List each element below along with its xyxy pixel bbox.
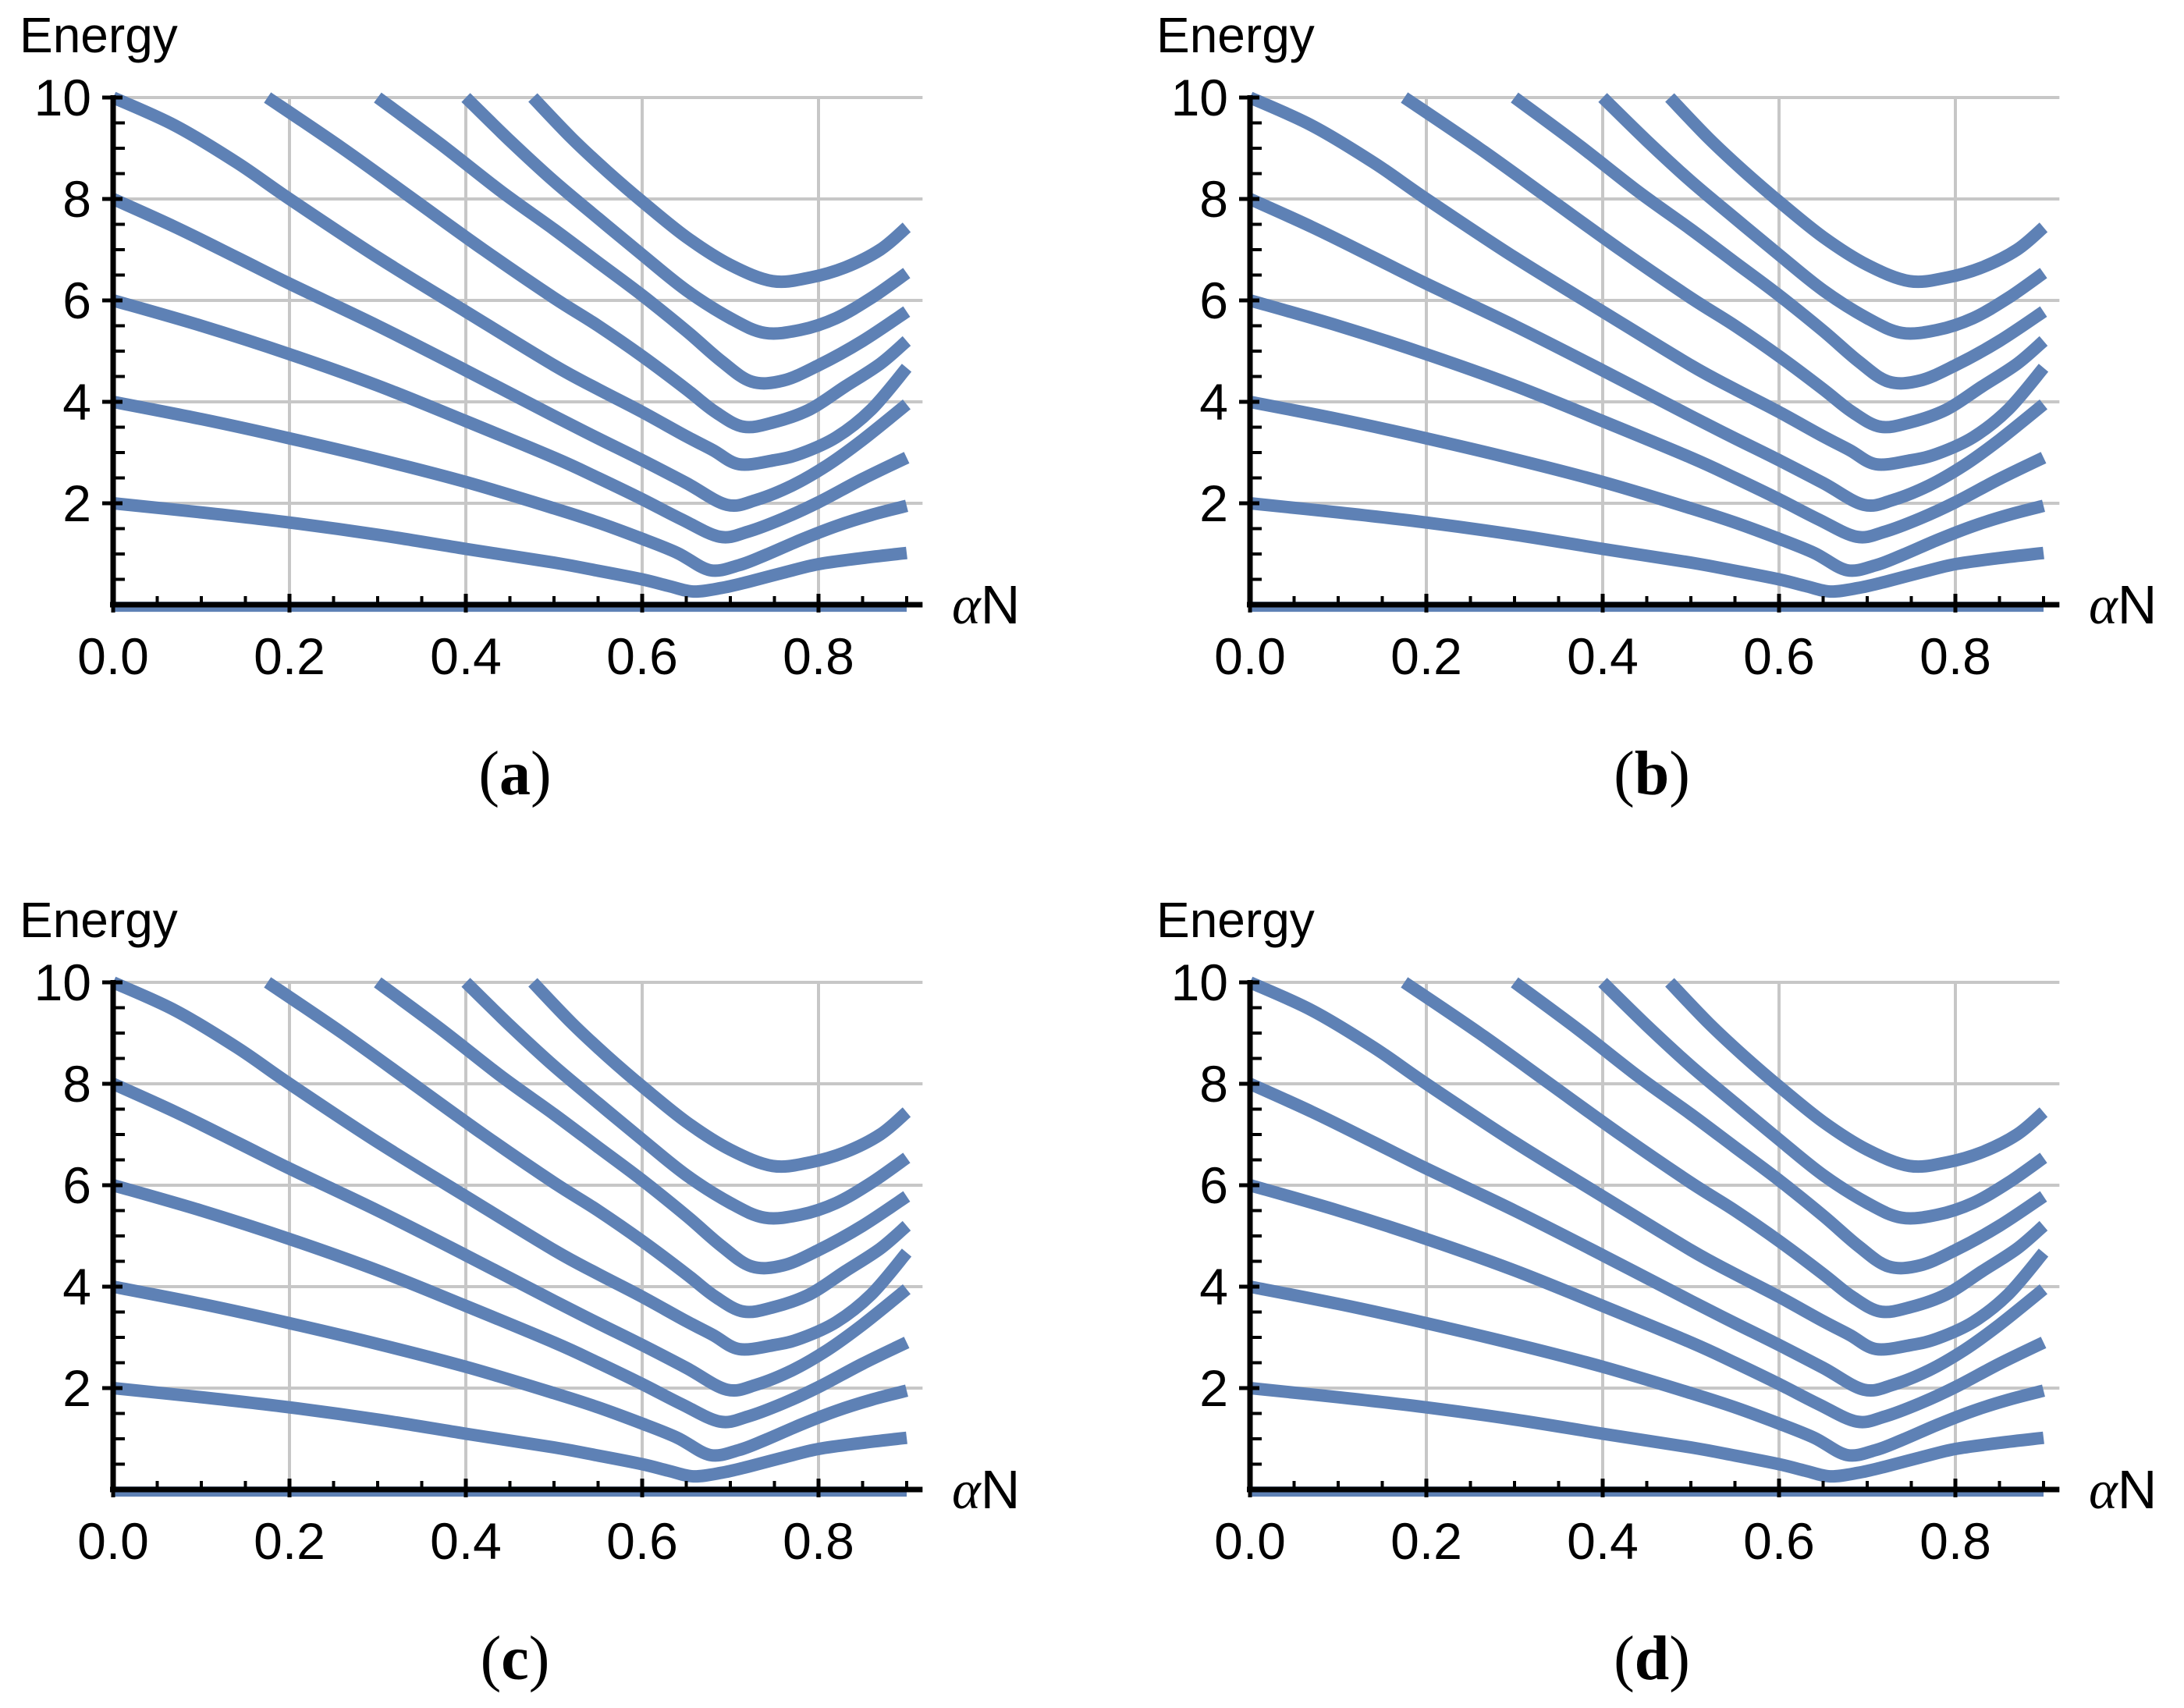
y-tick-label: 10 [1170, 69, 1228, 126]
alpha-symbol: α [2089, 1461, 2118, 1521]
panel-caption: (d) [1614, 1625, 1690, 1693]
y-tick-label: 2 [1199, 1359, 1228, 1417]
x-tick-label: 0.4 [430, 627, 502, 685]
x-tick-label: 0.2 [1390, 627, 1462, 685]
x-tick-label: 0.2 [254, 627, 325, 685]
panel-c: Energy 10 8 6 4 2 0.0 0.2 0.4 0.6 0.8 αN… [12, 881, 1049, 1708]
panel-b: Energy 10 8 6 4 2 0.0 0.2 0.4 0.6 0.8 αN… [1149, 0, 2184, 823]
y-axis-title: Energy [20, 892, 178, 948]
energy-spectrum-plot-d [1239, 976, 2060, 1497]
panel-caption: (a) [478, 740, 552, 808]
panel-d: Energy 10 8 6 4 2 0.0 0.2 0.4 0.6 0.8 αN… [1149, 881, 2184, 1708]
x-tick-label: 0.8 [783, 1512, 854, 1570]
panel-a: Energy 10 8 6 4 2 0.0 0.2 0.4 0.6 0.8 αN… [12, 0, 1049, 823]
y-tick-label: 8 [62, 170, 91, 228]
x-axis-title: αN [952, 1447, 1020, 1532]
y-tick-label: 8 [1199, 1055, 1228, 1113]
energy-spectrum-plot-c [102, 976, 923, 1497]
y-tick-label: 2 [62, 474, 91, 532]
panel-caption: (b) [1614, 740, 1690, 808]
alpha-symbol: α [2089, 576, 2118, 636]
x-tick-label: 0.2 [254, 1512, 325, 1570]
n-symbol: N [980, 574, 1021, 635]
x-tick-label: 0.0 [1214, 1512, 1286, 1570]
y-axis-title: Energy [1156, 7, 1315, 63]
x-tick-label: 0.6 [606, 627, 678, 685]
x-tick-label: 0.4 [1567, 627, 1639, 685]
x-tick-label: 0.6 [1743, 1512, 1815, 1570]
x-tick-label: 0.6 [606, 1512, 678, 1570]
y-tick-label: 2 [62, 1359, 91, 1417]
y-tick-label: 4 [62, 373, 91, 431]
y-tick-label: 8 [1199, 170, 1228, 228]
x-tick-label: 0.8 [1919, 627, 1991, 685]
alpha-symbol: α [952, 576, 981, 636]
n-symbol: N [980, 1459, 1021, 1520]
x-tick-label: 0.6 [1743, 627, 1815, 685]
x-tick-label: 0.8 [783, 627, 854, 685]
y-tick-label: 10 [34, 953, 91, 1011]
alpha-symbol: α [952, 1461, 981, 1521]
y-axis-title: Energy [1156, 892, 1315, 948]
y-tick-label: 4 [62, 1258, 91, 1316]
x-tick-label: 0.0 [1214, 627, 1286, 685]
x-axis-title: αN [952, 562, 1020, 648]
x-tick-label: 0.4 [430, 1512, 502, 1570]
panel-caption: (c) [480, 1625, 550, 1693]
energy-spectrum-plot-b [1239, 91, 2060, 613]
y-tick-label: 10 [34, 69, 91, 126]
y-tick-label: 6 [62, 1156, 91, 1214]
x-tick-label: 0.4 [1567, 1512, 1639, 1570]
y-tick-label: 8 [62, 1055, 91, 1113]
y-tick-label: 10 [1170, 953, 1228, 1011]
y-tick-label: 6 [1199, 272, 1228, 329]
x-tick-label: 0.2 [1390, 1512, 1462, 1570]
y-tick-label: 4 [1199, 1258, 1228, 1316]
n-symbol: N [2117, 1459, 2157, 1520]
y-axis-title: Energy [20, 7, 178, 63]
energy-spectrum-plot-a [102, 91, 923, 613]
x-axis-title: αN [2089, 562, 2157, 648]
y-tick-label: 6 [1199, 1156, 1228, 1214]
n-symbol: N [2117, 574, 2157, 635]
x-axis-title: αN [2089, 1447, 2157, 1532]
y-tick-label: 2 [1199, 474, 1228, 532]
x-tick-label: 0.0 [77, 627, 149, 685]
x-tick-label: 0.8 [1919, 1512, 1991, 1570]
y-tick-label: 4 [1199, 373, 1228, 431]
x-tick-label: 0.0 [77, 1512, 149, 1570]
y-tick-label: 6 [62, 272, 91, 329]
